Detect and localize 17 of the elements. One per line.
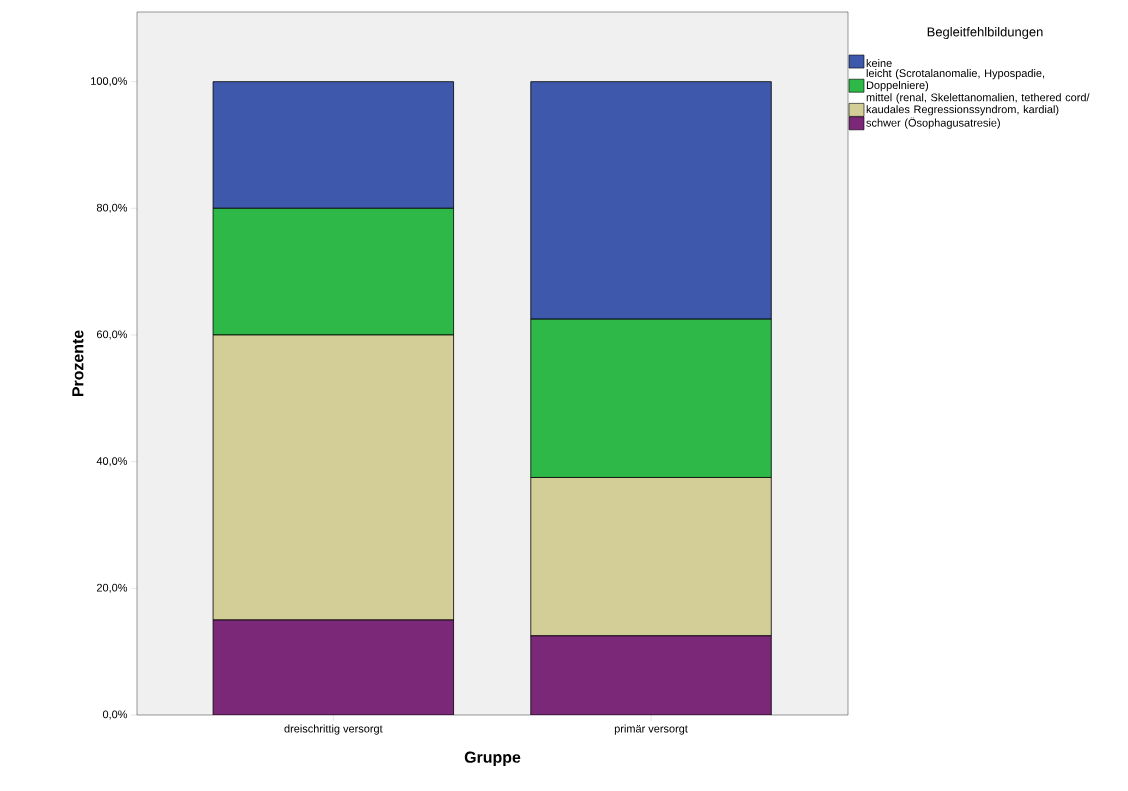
- y-tick-label: 40,0%: [96, 457, 128, 467]
- legend-label: mittel (renal, Skelettanomalien, tethered cord/ kaudales Regressionssyndrom, kardial): [866, 93, 1090, 116]
- legend-label: leicht (Scrotalanomalie, Hypospadie, Doppelniere): [866, 69, 1045, 92]
- bar: [530, 635, 772, 715]
- x-tick-label: primär versorgt: [614, 724, 688, 735]
- legend-title: Begleitfehlbildungen: [927, 26, 1043, 40]
- x-tick-label: dreischrittig versorgt: [284, 724, 383, 735]
- y-tick-label: 100,0%: [91, 77, 128, 87]
- y-tick-label: 60,0%: [96, 330, 128, 340]
- legend-label: schwer (Ösophagusatresie): [866, 117, 1000, 129]
- y-tick-label: 0,0%: [102, 710, 128, 720]
- y-tick-label: 20,0%: [96, 583, 128, 593]
- bar: [212, 619, 454, 715]
- x-axis-title: Gruppe: [464, 751, 521, 767]
- legend-label: keine: [866, 58, 892, 68]
- y-tick-label: 80,0%: [96, 203, 128, 213]
- y-axis-title: Prozente: [72, 330, 84, 397]
